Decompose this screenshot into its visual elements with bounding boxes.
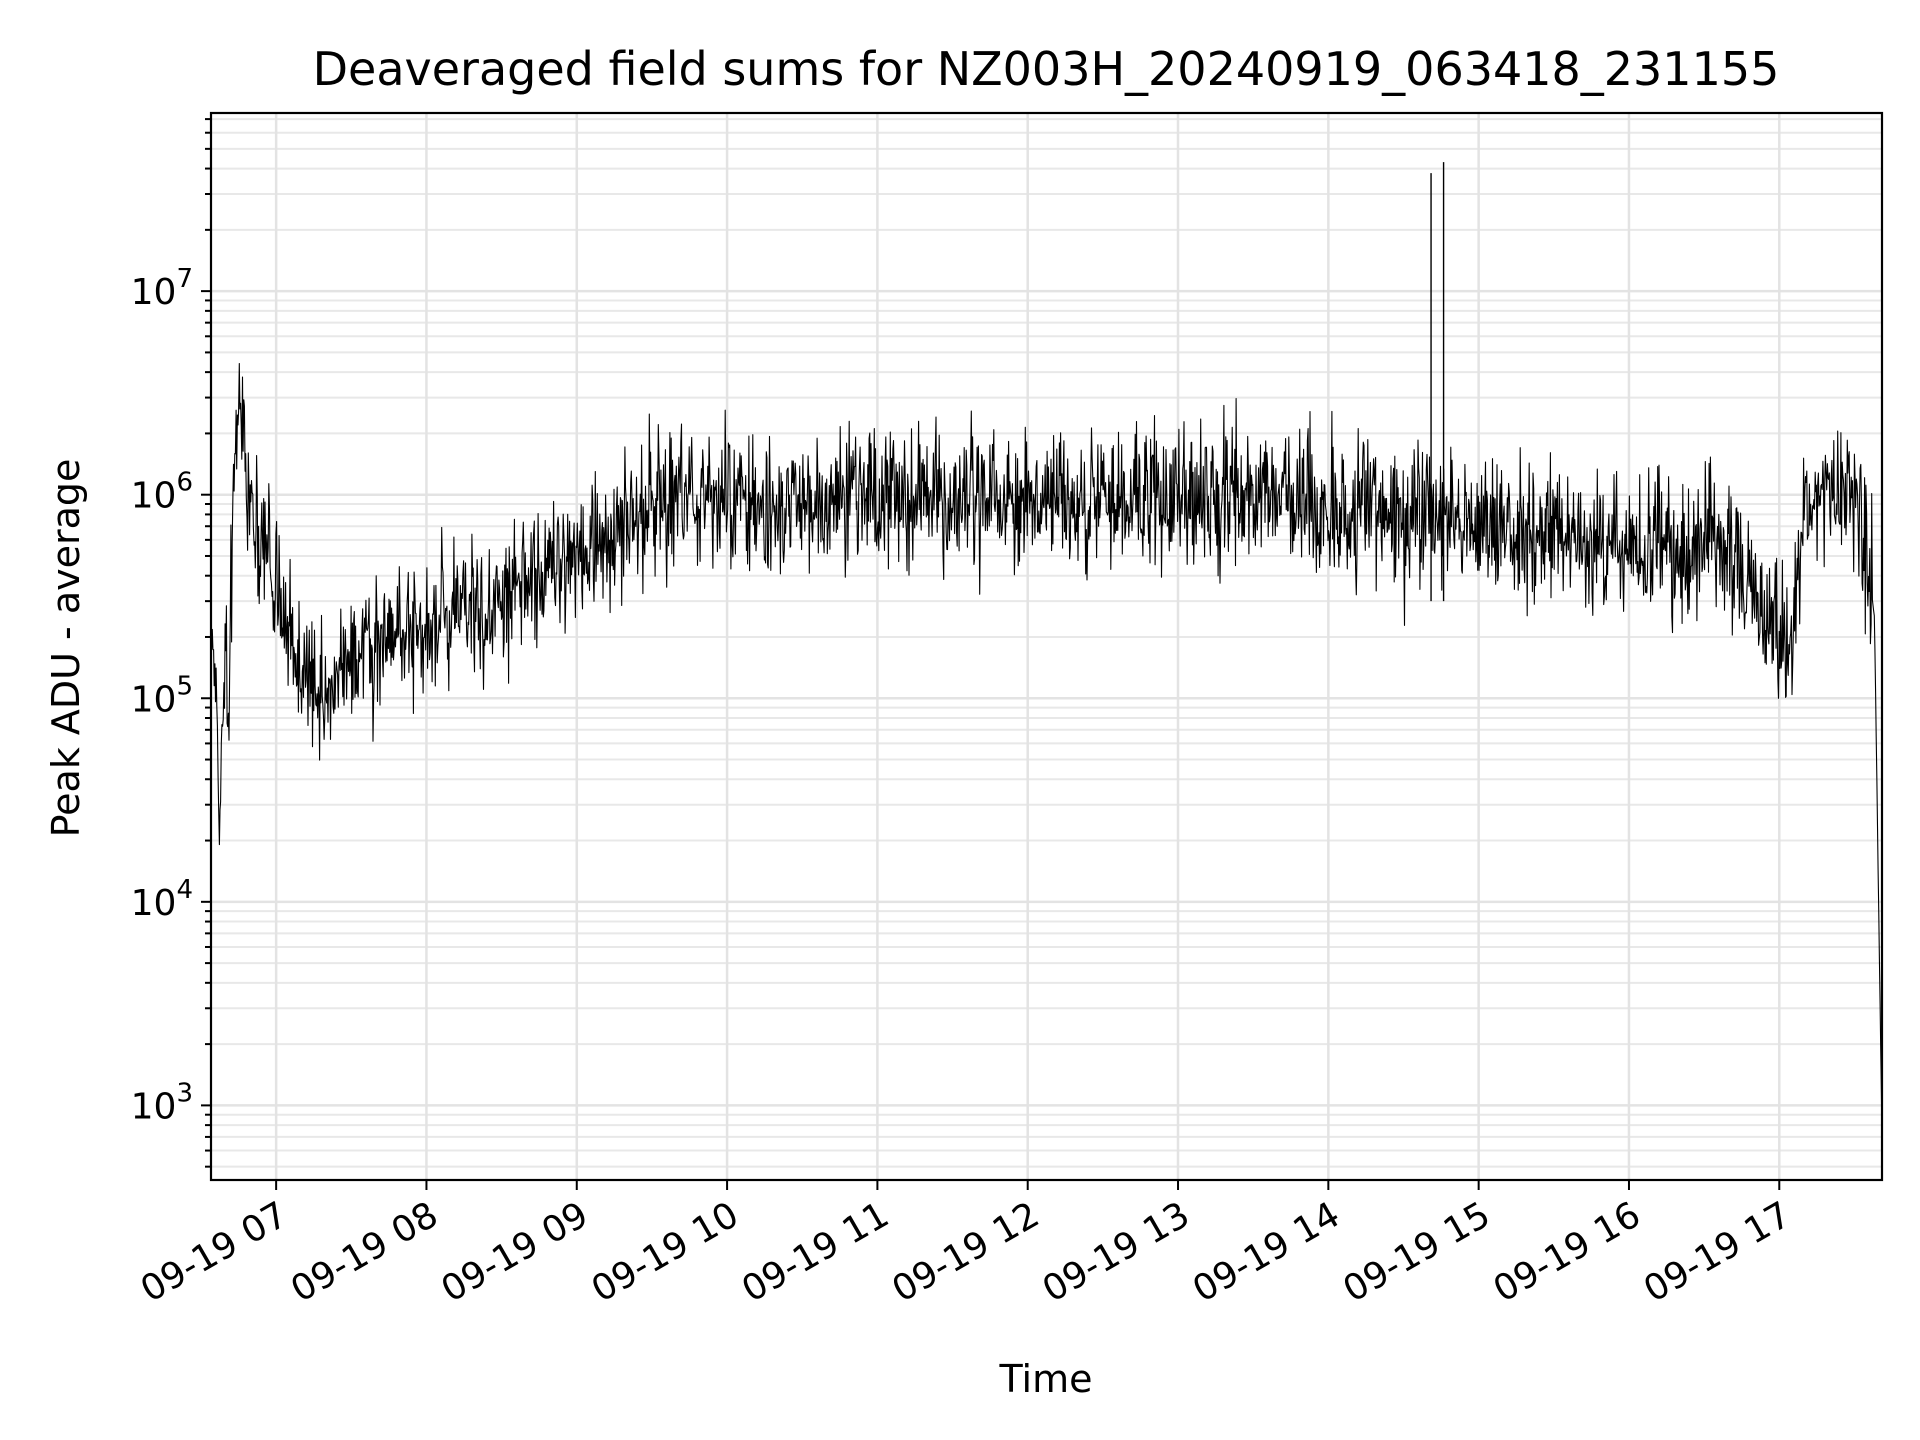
y-tick-exponent: 5	[176, 671, 193, 701]
chart-title: Deaveraged field sums for NZ003H_2024091…	[313, 42, 1780, 96]
y-tick-base: 10	[131, 272, 177, 313]
series-line	[210, 362, 1883, 1137]
y-tick-label: 104	[131, 875, 193, 924]
y-tick-exponent: 7	[176, 264, 193, 294]
spike-marks	[1430, 162, 1445, 602]
y-axis-label: Peak ADU - average	[44, 459, 88, 838]
y-tick-label: 103	[131, 1078, 193, 1127]
plot-frame	[209, 111, 1884, 1182]
y-tick-base: 10	[131, 679, 177, 720]
x-axis-label: Time	[999, 1357, 1093, 1401]
y-tick-base: 10	[131, 476, 177, 517]
y-tick-base: 10	[131, 883, 177, 924]
grid	[211, 113, 1882, 1180]
y-tick-exponent: 3	[176, 1078, 193, 1108]
y-tick-exponent: 4	[176, 875, 193, 905]
y-tick-base: 10	[131, 1086, 177, 1127]
y-tick-label: 105	[131, 671, 193, 720]
y-tick-label: 106	[131, 468, 193, 517]
y-tick-exponent: 6	[176, 468, 193, 498]
y-tick-label: 107	[131, 264, 193, 313]
